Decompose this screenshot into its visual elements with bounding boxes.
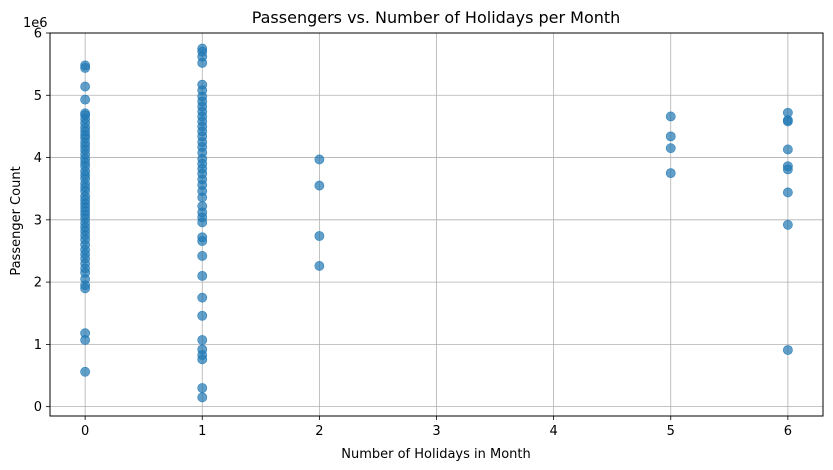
scatter-point	[782, 164, 793, 175]
x-axis-ticks: 0 1 2 3 4 5 6	[81, 416, 792, 439]
scatter-point	[197, 57, 208, 68]
scatter-point	[197, 251, 208, 261]
scatter-point	[197, 310, 208, 321]
scatter-point	[197, 292, 208, 303]
y-axis-ticks: 0 1 2 3 4 5 6	[34, 27, 50, 415]
x-tick-label: 6	[784, 424, 792, 439]
x-tick-label: 3	[432, 424, 440, 439]
scatter-point	[782, 219, 793, 230]
scatter-point	[197, 354, 208, 365]
x-tick-label: 0	[81, 424, 89, 439]
y-tick-label: 3	[34, 213, 42, 228]
scatter-point	[197, 192, 208, 203]
scatter-point	[665, 168, 676, 179]
scatter-point	[80, 335, 91, 345]
x-tick-label: 5	[667, 424, 675, 439]
y-tick-label: 2	[34, 276, 42, 291]
scatter-point	[80, 81, 91, 92]
scatter-point	[80, 62, 91, 73]
scatter-point	[314, 261, 325, 271]
scatter-point	[782, 187, 793, 198]
scatter-point	[314, 180, 325, 191]
scatter-point	[80, 94, 91, 105]
scatter-point	[782, 144, 793, 155]
y-tick-label: 0	[34, 400, 42, 415]
scatter-point	[197, 270, 208, 281]
scatter-point	[665, 111, 676, 122]
scatter-point	[80, 366, 91, 377]
x-tick-label: 4	[549, 424, 557, 439]
scatter-point	[197, 335, 208, 345]
scatter-point	[782, 116, 793, 127]
x-axis-title: Number of Holidays in Month	[341, 447, 531, 462]
scatter-point	[197, 383, 208, 393]
scatter-point	[314, 231, 325, 241]
scatter-point	[782, 345, 793, 355]
x-tick-label: 1	[198, 424, 206, 439]
scatter-point	[197, 217, 208, 228]
chart-title: Passengers vs. Number of Holidays per Mo…	[252, 8, 621, 27]
scatter-point	[197, 236, 208, 246]
scatter-point	[197, 392, 208, 403]
y-tick-label: 4	[34, 151, 42, 166]
scatter-point	[665, 131, 676, 142]
x-tick-label: 2	[315, 424, 323, 439]
y-axis-title: Passenger Count	[9, 166, 24, 275]
gridlines	[50, 32, 823, 416]
scatter-point	[665, 143, 676, 154]
y-axis-offset-label: 1e6	[23, 16, 48, 31]
y-tick-label: 5	[34, 89, 42, 104]
data-points	[80, 43, 793, 403]
y-tick-label: 1	[34, 338, 42, 353]
y-tick-label: 6	[34, 27, 42, 42]
scatter-point	[314, 154, 325, 165]
scatter-point	[80, 283, 91, 294]
